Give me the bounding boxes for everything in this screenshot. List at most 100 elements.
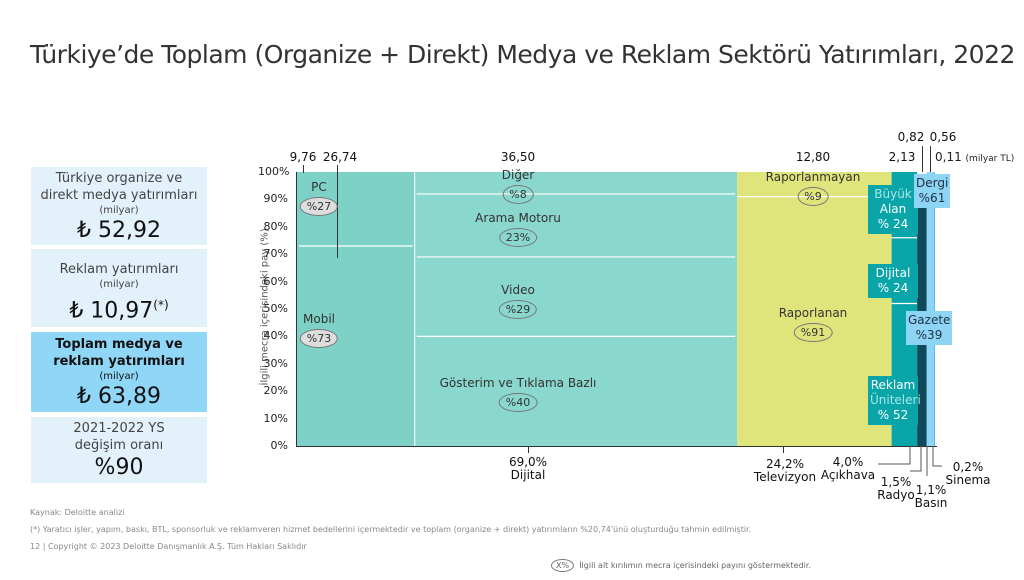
card-total: Toplam medya ve reklam yatırımları (mily… [31, 332, 207, 412]
y-tick-label: 40% [263, 329, 288, 343]
segment-raporlanmayan: Raporlanmayan %9 [765, 170, 861, 206]
value-label-basin: 0,56 [929, 130, 957, 144]
card-title: Türkiye organize ve direkt medya yatırım… [40, 171, 198, 203]
y-axis [296, 172, 297, 447]
card-value: %90 [94, 455, 144, 480]
y-tick-label: 70% [263, 247, 288, 261]
segment-gazete: Gazete %39 [906, 311, 952, 345]
segment-gosterim: Gösterim ve Tıklama Bazlı %40 [439, 376, 597, 412]
label: Diğer [501, 168, 535, 182]
value-label-acikhava: 2,13 [888, 150, 916, 164]
pct: %61 [918, 191, 946, 205]
label: Büyük [874, 187, 912, 201]
bar-dijital-sub [414, 172, 738, 446]
x-label-televizyon: 24,2% Televizyon [754, 458, 816, 484]
mekko-chart [297, 172, 935, 446]
pct-oval: %27 [299, 197, 339, 216]
name: Radyo [877, 488, 915, 502]
bar-sinema [933, 172, 935, 446]
y-tick-label: 80% [263, 219, 288, 233]
card-title: 2021-2022 YS değişim oranı [73, 421, 165, 453]
name: Sinema [945, 473, 991, 487]
share: 1,1% [915, 483, 947, 497]
card-title: Toplam medya ve reklam yatırımları [53, 337, 185, 369]
value-label-sinema: 0,11 (milyar TL) [935, 150, 1014, 164]
card-title: Reklam yatırımları [59, 262, 179, 277]
label: PC [311, 180, 327, 194]
unit-label: (milyar TL) [965, 154, 1015, 164]
label: Raporlanmayan [765, 170, 861, 184]
pct-oval: %91 [793, 323, 833, 342]
card-value: ₺ 63,89 [77, 384, 161, 409]
card-media-investment: Türkiye organize ve direkt medya yatırım… [31, 167, 207, 245]
pct: % 52 [877, 408, 909, 422]
card-ad-investment: Reklam yatırımları (milyar) ₺ 10,97(*) [31, 249, 207, 327]
pct-oval: %29 [498, 300, 538, 319]
segment-reklam-uniteleri: Reklam Üniteleri% 52 [868, 376, 921, 425]
leader-lines [878, 446, 942, 476]
x-label-acikhava: 4,0% Açıkhava [821, 456, 875, 482]
share: 69,0% [508, 455, 548, 469]
segment-dijital-acikhava: Dijital% 24 [868, 264, 918, 298]
share: 4,0% [832, 455, 864, 469]
y-tick-label: 0% [270, 439, 288, 452]
label: Video [501, 283, 535, 297]
value-label-dijital-other: 26,74 [322, 150, 358, 164]
pct: %39 [915, 328, 943, 342]
y-tick-label: 100% [258, 165, 290, 178]
page-title: Türkiye’de Toplam (Organize + Direkt) Me… [30, 40, 1015, 69]
share: 0,2% [952, 460, 984, 474]
segment-pc: PC %27 [299, 180, 339, 216]
legend-text: İlgili alt kırılımın mecra içerisindeki … [579, 561, 811, 570]
legend: X% İlgili alt kırılımın mecra içerisinde… [551, 557, 811, 572]
legend-oval: X% [551, 559, 575, 572]
card-value: ₺ 52,92 [77, 218, 161, 243]
segment-mobil: Mobil %73 [299, 312, 339, 348]
pct-oval: %9 [797, 187, 829, 206]
name: Dijital [510, 468, 546, 482]
page-number: 12 [30, 542, 41, 551]
name: Basın [914, 496, 948, 510]
share: 24,2% [765, 457, 805, 471]
card-unit: (milyar) [99, 371, 139, 382]
segment-diger: Diğer %8 [501, 168, 535, 204]
copyright-text: | Copyright © 2023 Deloitte Danışmanlık … [42, 542, 307, 551]
pct: % 24 [877, 281, 909, 295]
card-value: ₺ 10,97(*) [31, 291, 207, 325]
bar-televizyon [737, 172, 892, 446]
y-tick-label: 20% [263, 384, 288, 398]
share: 1,5% [880, 475, 912, 489]
bar-dijital-sub [297, 172, 415, 446]
footnote: (*) Yaratıcı işler, yapım, baskı, BTL, s… [30, 525, 752, 534]
pct-oval: 23% [498, 228, 538, 247]
y-tick-label: 60% [263, 274, 288, 288]
value-text: ₺ 10,97 [69, 298, 154, 324]
label: Reklam [870, 378, 916, 392]
label: Dergi [916, 176, 949, 190]
value-label-dijital: 36,50 [500, 150, 536, 164]
copyright: 12 | Copyright © 2023 Deloitte Danışmanl… [30, 542, 307, 551]
pct-oval: %40 [498, 393, 538, 412]
card-change-rate: 2021-2022 YS değişim oranı %90 [31, 417, 207, 483]
label: Gazete [908, 313, 951, 327]
y-tick-label: 90% [263, 192, 288, 206]
label: Arama Motoru [475, 211, 561, 225]
x-axis [296, 446, 937, 447]
y-tick-label: 10% [263, 411, 288, 425]
label: Üniteleri [870, 393, 921, 407]
label: Raporlanan [778, 306, 848, 320]
label: Gösterim ve Tıklama Bazlı [439, 376, 597, 390]
x-label-radyo: 1,5% Radyo [877, 476, 915, 502]
y-tick-label: 50% [263, 302, 288, 315]
bar-basın [926, 172, 934, 446]
source-note: Kaynak: Deloitte analizi [30, 508, 125, 517]
value-label-mobil-pc: 9,76 [289, 150, 317, 164]
card-unit: (milyar) [99, 279, 139, 290]
segment-video: Video %29 [498, 283, 538, 319]
value-label-televizyon: 12,80 [795, 150, 831, 164]
pct: % 24 [877, 217, 909, 231]
name: Televizyon [753, 470, 817, 484]
label: Mobil [303, 312, 335, 326]
value-label-radyo: 0,82 [897, 130, 925, 144]
y-tick-label: 30% [263, 356, 288, 370]
